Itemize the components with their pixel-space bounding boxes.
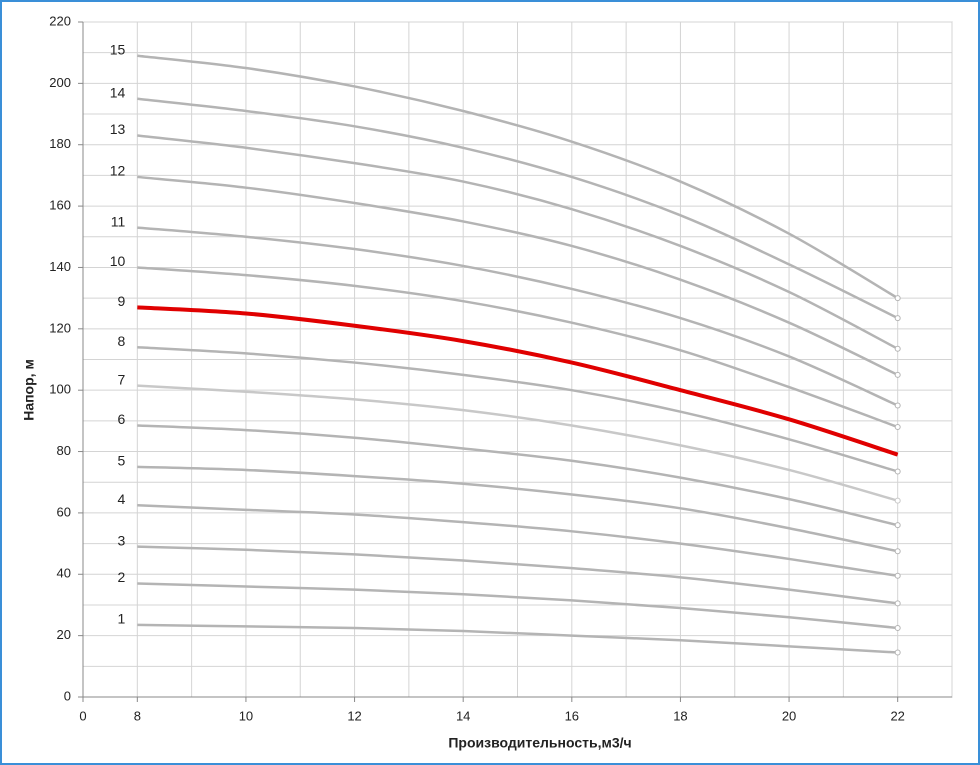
series-label: 10 <box>110 253 126 269</box>
x-tick-label: 16 <box>565 708 579 723</box>
series-label: 11 <box>111 213 126 229</box>
series-label: 12 <box>110 163 126 179</box>
end-point <box>894 572 901 579</box>
series-line <box>137 54 899 300</box>
series-line <box>137 226 899 407</box>
x-tick-label: 12 <box>347 708 361 723</box>
y-tick-label: 60 <box>57 504 71 519</box>
x-tick-label: 22 <box>890 708 904 723</box>
series-line <box>137 345 899 473</box>
end-point <box>894 522 901 529</box>
y-tick-label: 80 <box>57 443 71 458</box>
end-point <box>894 315 901 322</box>
y-tick-label: 200 <box>49 75 71 90</box>
series-line <box>137 305 899 457</box>
x-tick-label: 14 <box>456 708 470 723</box>
y-tick-label: 100 <box>49 382 71 397</box>
x-tick-label: 20 <box>782 708 796 723</box>
series-label: 13 <box>110 121 126 137</box>
series-line <box>137 582 898 630</box>
series-line <box>137 175 899 376</box>
end-point <box>894 424 901 430</box>
end-point <box>894 402 901 409</box>
end-point <box>894 497 901 504</box>
y-tick-label: 140 <box>49 259 71 274</box>
series-line <box>137 266 899 429</box>
series-line <box>137 424 898 527</box>
series-label: 8 <box>118 333 126 349</box>
x-axis-title: Производительность,м3/ч <box>448 735 631 751</box>
x-tick-label: 10 <box>239 708 253 723</box>
y-tick-label: 40 <box>57 566 71 581</box>
series-line <box>137 134 899 350</box>
series-line <box>137 503 898 578</box>
y-tick-label: 20 <box>57 627 71 642</box>
end-point <box>894 649 901 656</box>
y-tick-label: 120 <box>49 320 71 335</box>
series-label: 7 <box>118 371 126 387</box>
series-label: 15 <box>110 41 126 57</box>
series-line <box>137 97 899 320</box>
series-label: 1 <box>118 611 126 627</box>
series-label: 3 <box>118 532 126 548</box>
y-tick-label: 180 <box>49 136 71 151</box>
series-label: 6 <box>118 411 126 427</box>
series-label: 5 <box>118 453 126 469</box>
y-axis-title: Напор, м <box>21 359 37 421</box>
y-tick-label: 220 <box>49 13 71 28</box>
y-tick-label: 160 <box>49 198 71 213</box>
series-line <box>137 545 898 605</box>
series-line <box>137 623 898 654</box>
end-point <box>894 624 901 631</box>
series-label: 4 <box>118 491 126 507</box>
end-point <box>894 548 901 555</box>
series-label: 14 <box>110 84 126 100</box>
end-point <box>894 468 901 475</box>
x-tick-label: 18 <box>673 708 687 723</box>
end-point <box>894 371 901 378</box>
end-point <box>894 345 901 352</box>
y-tick-label: 0 <box>64 688 71 703</box>
end-point <box>894 295 901 302</box>
series-label: 9 <box>118 293 126 309</box>
series-line <box>137 384 899 502</box>
x-tick-label: 8 <box>134 708 141 723</box>
series-line <box>137 465 898 553</box>
end-point <box>894 600 901 607</box>
series-label: 2 <box>118 569 126 585</box>
x-tick-label: 0 <box>79 708 86 723</box>
